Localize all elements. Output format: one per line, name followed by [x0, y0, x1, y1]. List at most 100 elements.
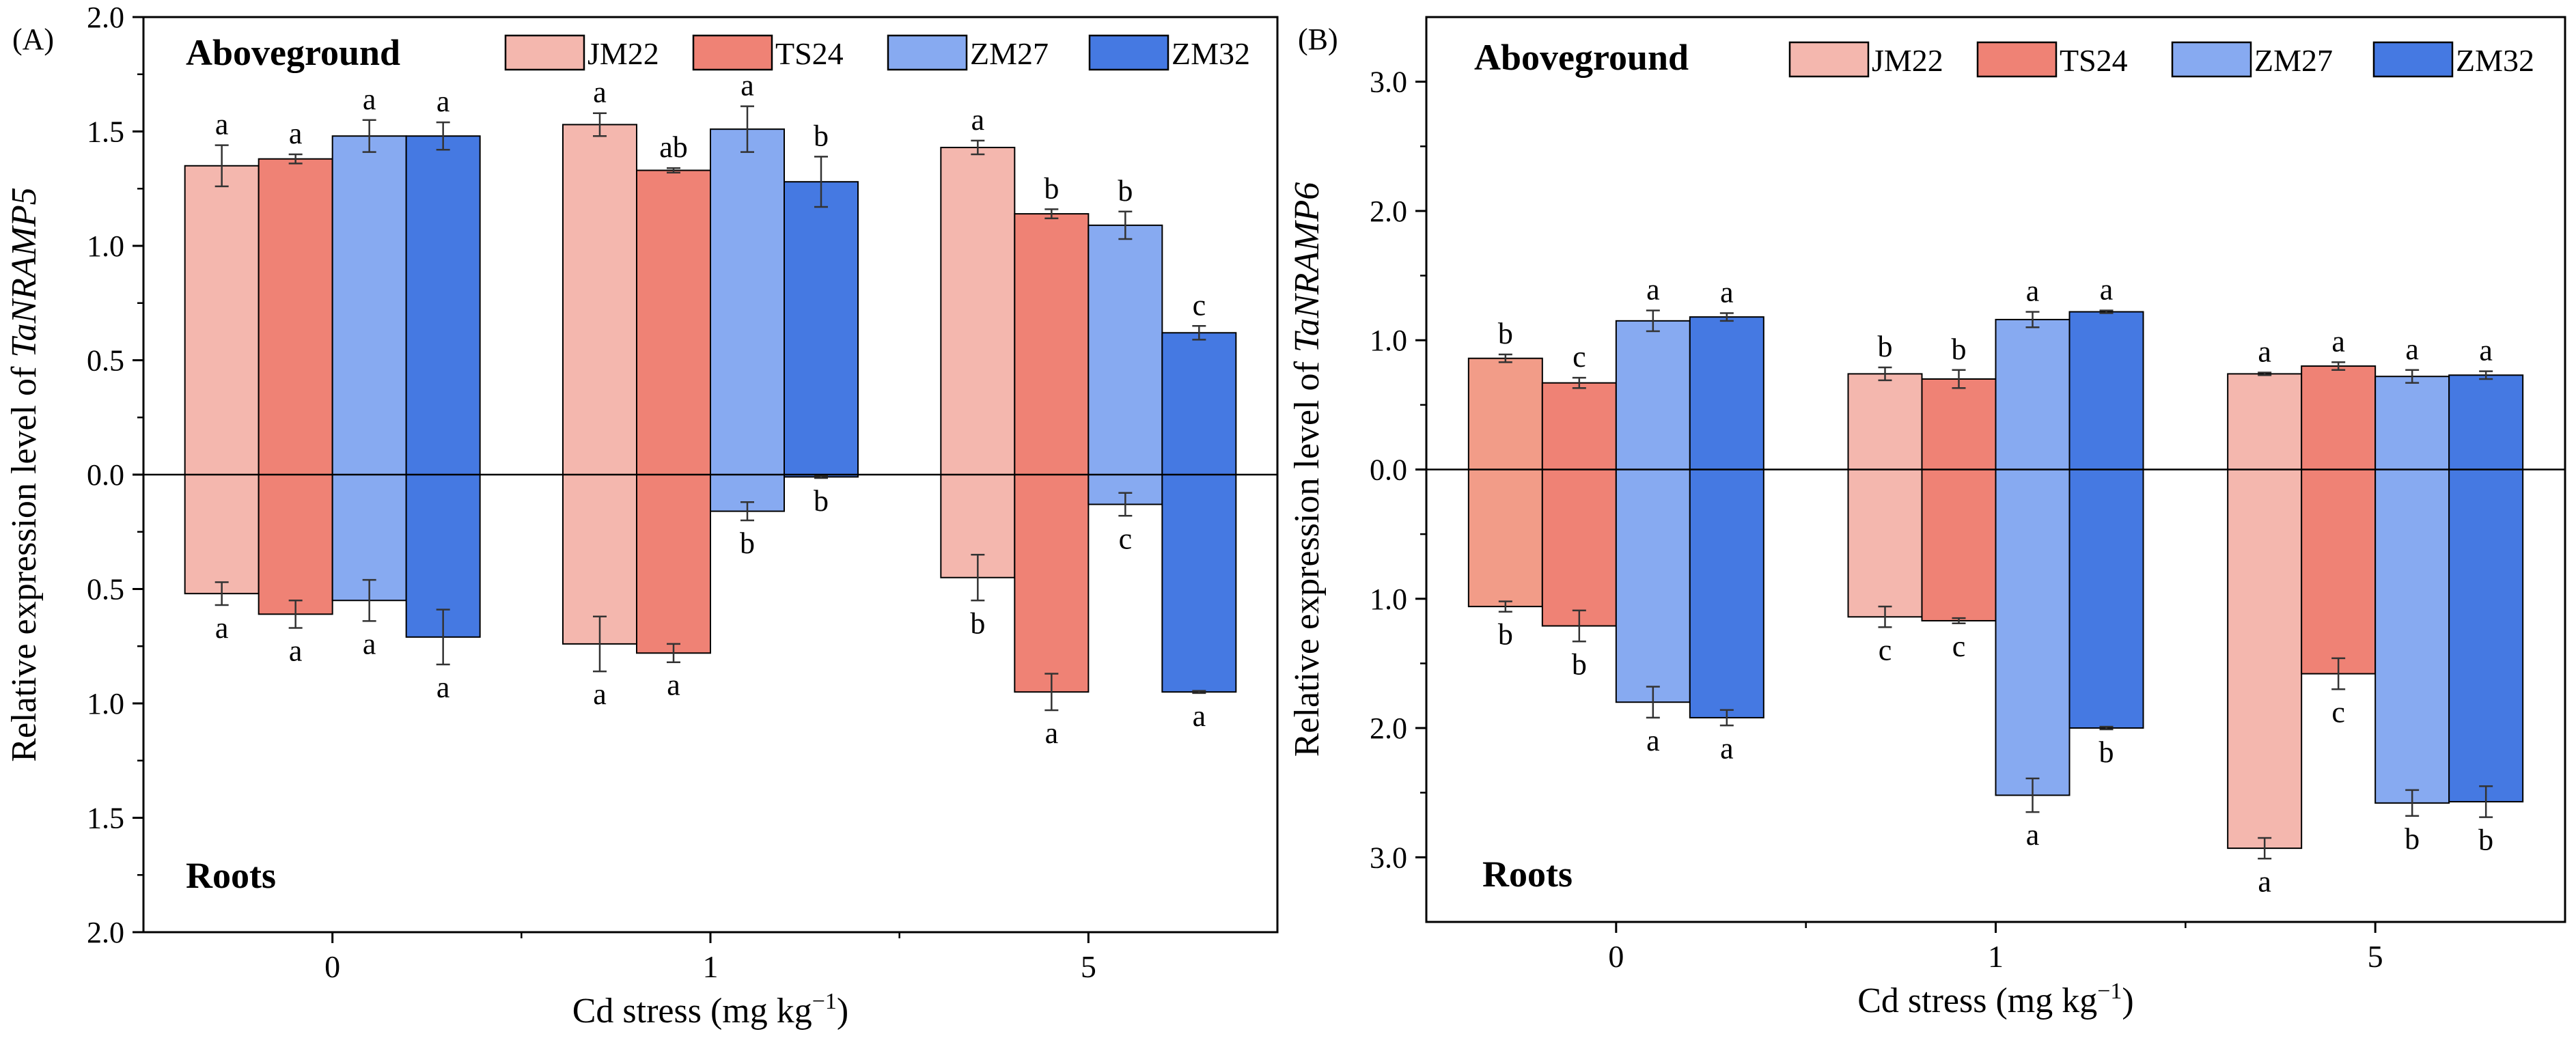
- significance-letter: a: [363, 83, 376, 116]
- legend-swatch: [504, 34, 585, 71]
- significance-letter: a: [2100, 273, 2114, 307]
- x-axis-title: Cd stress (mg kg−1): [572, 989, 849, 1031]
- significance-letter: a: [1646, 273, 1660, 307]
- significance-letter: a: [971, 103, 985, 137]
- significance-letter: b: [1498, 618, 1513, 651]
- y-tick-label: 2.0: [87, 916, 124, 949]
- legend-swatch: [2171, 41, 2252, 78]
- bar-aboveground: [636, 169, 711, 475]
- significance-letter: a: [740, 69, 754, 102]
- legend-swatch: [887, 34, 968, 71]
- bar-aboveground: [710, 128, 785, 475]
- bar-roots: [1921, 468, 1997, 621]
- legend-swatch: [1976, 41, 2058, 78]
- bar-roots: [1014, 474, 1090, 693]
- x-tick-label: 1: [703, 949, 719, 984]
- y-tick-label: 1.5: [87, 802, 124, 835]
- significance-letter: a: [2026, 818, 2040, 852]
- legend-swatch: [2372, 41, 2454, 78]
- bar-roots: [258, 474, 333, 615]
- significance-letter: b: [1498, 317, 1513, 350]
- bar-roots: [1995, 468, 2071, 796]
- bar-aboveground: [2068, 311, 2144, 471]
- significance-letter: b: [2478, 824, 2493, 857]
- legend-label: ZM32: [2456, 43, 2534, 78]
- legend-swatch: [692, 34, 773, 71]
- x-tick-label: 0: [324, 949, 340, 984]
- y-tick-label: 1.5: [87, 115, 124, 149]
- panel-b: (B) b b b c a a c b b c a c a a a a a b a a a b a b 3.0 2.0 1.0 0.0 1…: [1288, 16, 2566, 1020]
- significance-letter: a: [215, 108, 229, 141]
- y-axis-title: Relative expression level of TaNRAMP5: [5, 187, 44, 761]
- significance-letter: a: [1720, 275, 1734, 309]
- roots-label: Roots: [186, 855, 276, 896]
- significance-letter: a: [437, 671, 450, 704]
- significance-letter: a: [363, 627, 376, 660]
- bar-aboveground: [2448, 374, 2524, 471]
- bar-aboveground: [1995, 318, 2071, 471]
- legend-label: TS24: [2060, 43, 2128, 78]
- bar-aboveground: [2374, 376, 2450, 471]
- y-tick-label: 0.0: [1370, 453, 1407, 487]
- significance-letter: b: [1572, 647, 1587, 681]
- x-axis-title-text: Cd stress (mg kg: [1857, 981, 2097, 1020]
- bar-roots: [636, 474, 711, 654]
- bar-roots: [2301, 468, 2377, 675]
- bar-aboveground: [331, 135, 407, 475]
- significance-letter: a: [1193, 699, 1206, 733]
- legend-label: ZM32: [1172, 36, 1250, 71]
- x-axis-title: Cd stress (mg kg−1): [1857, 979, 2134, 1020]
- bar-roots: [1161, 474, 1237, 693]
- bar-aboveground: [2227, 373, 2303, 471]
- significance-letter: b: [814, 119, 829, 152]
- significance-letter: c: [1573, 340, 1586, 374]
- significance-letter: b: [1952, 333, 1967, 366]
- bar-roots: [2374, 468, 2450, 804]
- legend-label: ZM27: [2254, 43, 2333, 78]
- significance-letter: a: [1720, 731, 1734, 765]
- bar-aboveground: [1467, 357, 1543, 471]
- y-axis-title-gene: TaNRAMP6: [1288, 182, 1327, 352]
- legend-label: JM22: [1872, 43, 1943, 78]
- significance-letter: c: [1119, 522, 1133, 555]
- y-tick-label: 2.0: [1370, 712, 1407, 745]
- y-axis-title-text: Relative expression level of: [1288, 352, 1327, 757]
- significance-letter: a: [2405, 333, 2419, 366]
- significance-letter: a: [667, 669, 680, 702]
- y-axis-title-gene: TaNRAMP5: [5, 187, 44, 357]
- significance-letter: ab: [659, 130, 688, 164]
- significance-letter: a: [215, 611, 229, 645]
- bar-aboveground: [184, 165, 260, 475]
- legend-swatch: [1088, 34, 1169, 71]
- x-tick-label: 0: [1608, 939, 1624, 974]
- significance-letter: b: [2099, 735, 2114, 769]
- bar-roots: [184, 474, 260, 595]
- y-tick-label: 3.0: [1370, 841, 1407, 874]
- legend-label: JM22: [587, 36, 659, 71]
- legend-label: TS24: [775, 36, 844, 71]
- significance-letter: b: [2405, 822, 2420, 856]
- bar-roots: [2227, 468, 2303, 850]
- significance-letter: c: [2331, 695, 2345, 729]
- y-tick-label: 1.0: [87, 229, 124, 263]
- bar-aboveground: [1615, 320, 1691, 471]
- significance-letter: a: [437, 85, 450, 118]
- y-tick-label: 2.0: [87, 1, 124, 34]
- significance-letter: a: [1646, 724, 1660, 757]
- legend-swatch: [1788, 41, 1870, 78]
- bar-aboveground: [562, 124, 637, 475]
- y-axis-title-text: Relative expression level of: [5, 358, 44, 762]
- significance-letter: b: [1878, 330, 1893, 363]
- bar-aboveground: [2301, 365, 2377, 471]
- y-tick-label: 0.5: [87, 344, 124, 378]
- significance-letter: a: [2258, 865, 2271, 898]
- bar-roots: [1847, 468, 1923, 618]
- y-tick-label: 0.0: [87, 458, 124, 492]
- y-tick-label: 1.0: [1370, 324, 1407, 357]
- y-tick-label: 0.5: [87, 573, 124, 606]
- significance-letter: a: [1045, 716, 1059, 750]
- significance-letter: c: [1193, 288, 1206, 322]
- bar-aboveground: [1088, 224, 1163, 475]
- x-tick-label: 1: [1988, 939, 2004, 974]
